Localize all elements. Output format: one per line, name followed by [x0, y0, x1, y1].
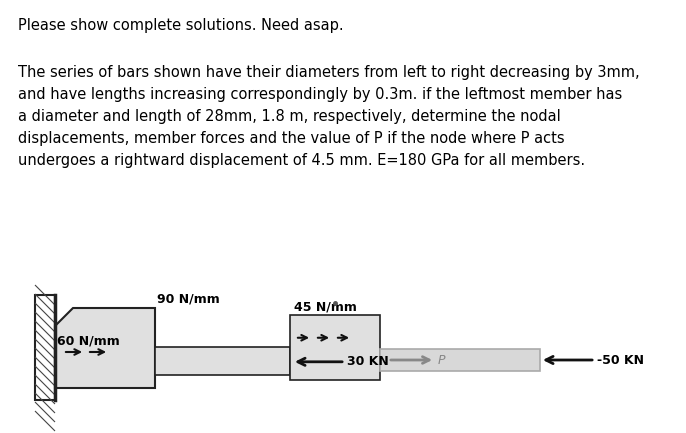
Bar: [155, 347, 290, 375]
Text: 45 N/mm: 45 N/mm: [294, 300, 357, 313]
Text: 90 N/mm: 90 N/mm: [157, 293, 220, 306]
Text: -50 KN: -50 KN: [597, 353, 644, 366]
Text: P: P: [438, 353, 445, 366]
Text: displacements, member forces and the value of P if the node where P acts: displacements, member forces and the val…: [18, 131, 565, 146]
Text: The series of bars shown have their diameters from left to right decreasing by 3: The series of bars shown have their diam…: [18, 65, 639, 80]
Text: and have lengths increasing correspondingly by 0.3m. if the leftmost member has: and have lengths increasing correspondin…: [18, 87, 622, 102]
Text: undergoes a rightward displacement of 4.5 mm. E=180 GPa for all members.: undergoes a rightward displacement of 4.…: [18, 153, 585, 168]
Polygon shape: [55, 308, 155, 388]
Text: Please show complete solutions. Need asap.: Please show complete solutions. Need asa…: [18, 18, 344, 33]
Bar: [380, 349, 540, 371]
Text: a diameter and length of 28mm, 1.8 m, respectively, determine the nodal: a diameter and length of 28mm, 1.8 m, re…: [18, 109, 560, 124]
Text: 30 KN: 30 KN: [347, 355, 389, 368]
Bar: [35, 295, 55, 400]
Text: 60 N/mm: 60 N/mm: [57, 334, 120, 347]
Bar: [290, 315, 380, 380]
